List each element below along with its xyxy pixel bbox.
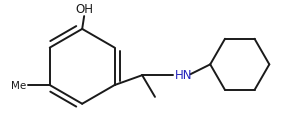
Text: OH: OH bbox=[75, 3, 93, 16]
Text: Me: Me bbox=[11, 80, 26, 90]
Text: HN: HN bbox=[175, 68, 192, 81]
